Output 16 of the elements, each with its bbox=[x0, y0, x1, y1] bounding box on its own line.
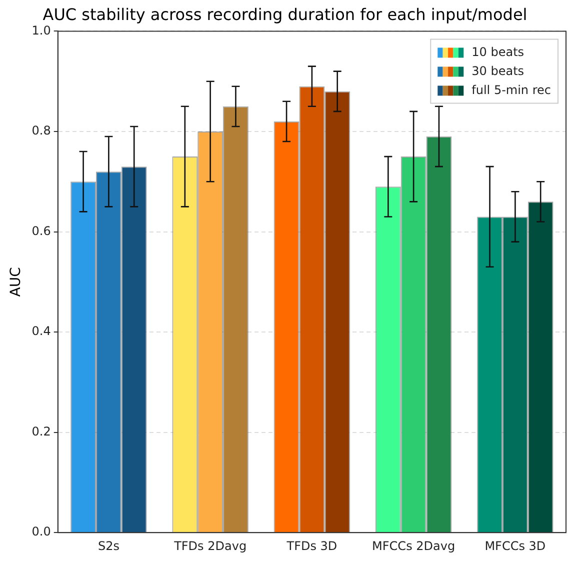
legend-label: 30 beats bbox=[472, 64, 524, 78]
x-tick-label: MFCCs 3D bbox=[484, 538, 546, 553]
x-tick-label: TFDs 2Davg bbox=[173, 538, 247, 553]
y-tick-label: 0.4 bbox=[32, 324, 51, 338]
y-tick-label: 0.0 bbox=[32, 524, 51, 539]
y-tick-label: 0.8 bbox=[32, 124, 51, 138]
y-tick-label: 1.0 bbox=[32, 23, 51, 38]
legend-label: full 5-min rec bbox=[472, 82, 552, 97]
x-tick-label: MFCCs 2Davg bbox=[372, 538, 456, 553]
legend-label: 10 beats bbox=[472, 44, 524, 59]
y-tick-label: 0.2 bbox=[32, 424, 51, 438]
y-axis-title: AUC bbox=[8, 266, 24, 297]
y-tick-label: 0.6 bbox=[32, 224, 51, 238]
x-tick-label: S2s bbox=[98, 538, 120, 553]
chart-title: AUC stability across recording duration for each input/model bbox=[42, 4, 528, 24]
x-tick-label: TFDs 3D bbox=[286, 538, 338, 553]
